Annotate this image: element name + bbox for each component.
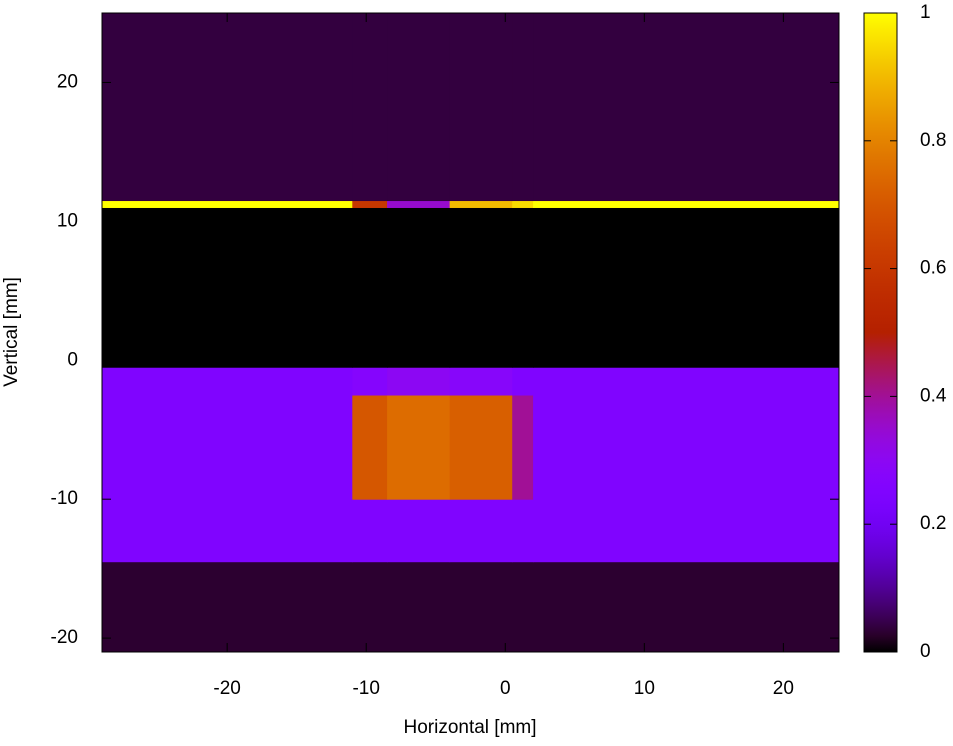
x-tick-label: -20 [213,678,240,699]
y-axis-label: Vertical [mm] [1,277,22,387]
x-tick-label: 0 [500,678,511,699]
heat-cell [533,200,840,208]
x-tick-label: 10 [634,678,655,699]
heat-cell [352,395,388,500]
colorbar [863,12,898,653]
heat-cell [387,561,451,653]
heat-cell [102,499,353,563]
heat-cell [352,499,388,563]
y-tick-label: 20 [57,71,78,92]
x-tick-label: 20 [773,678,794,699]
heat-cell [387,207,451,368]
heat-cell [512,200,534,208]
heat-cell [387,200,451,208]
heat-cell [512,395,534,500]
heat-cell [102,395,353,500]
heat-cell [512,561,534,653]
heat-cell [533,13,840,202]
heat-cell [352,200,388,208]
heat-cell [102,367,353,396]
heat-cell [449,367,513,396]
heat-cell [102,200,353,208]
heat-cell [352,207,388,368]
x-axis-label: Horizontal [mm] [403,717,536,738]
colorbar-tick-label: 0.8 [920,130,946,151]
heat-cell [352,561,388,653]
y-tick-label: 10 [57,210,78,231]
colorbar-tick-label: 0.2 [920,513,946,534]
heat-cell [449,13,513,202]
colorbar-tick-label: 0.4 [920,385,947,406]
y-tick-label: 0 [67,349,78,370]
heat-cell [449,207,513,368]
heat-cell [533,367,840,396]
heat-cell [449,200,513,208]
y-tick-label: -20 [51,627,78,648]
heat-cell [102,207,353,368]
heat-cell [352,13,388,202]
heat-cell [533,395,840,500]
heat-cell [387,13,451,202]
heat-cell [512,207,534,368]
x-tick-label: -10 [352,678,379,699]
plot-frame [101,12,840,653]
heat-cell [533,499,840,563]
colorbar-tick-label: 1 [920,2,931,23]
heat-cell [352,367,388,396]
heat-cell [533,561,840,653]
heat-cell [512,13,534,202]
heat-cell [102,13,353,202]
heat-cell [512,367,534,396]
colorbar-tick-label: 0.6 [920,258,946,279]
heat-cell [449,561,513,653]
heat-cell [102,561,353,653]
colorbar-tick-label: 0 [920,641,931,662]
heat-cell [387,499,451,563]
heat-cell [533,207,840,368]
heat-cell [387,367,451,396]
y-tick-label: -10 [51,488,78,509]
heat-cell [512,499,534,563]
heat-cell [449,395,513,500]
heat-cell [449,499,513,563]
heat-cell [387,395,451,500]
